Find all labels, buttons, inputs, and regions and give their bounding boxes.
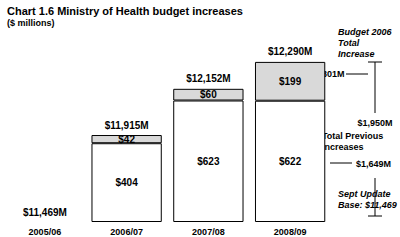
svg-text:$1,950M: $1,950M bbox=[357, 118, 392, 128]
svg-text:$404: $404 bbox=[116, 177, 139, 188]
svg-text:2008/09: 2008/09 bbox=[274, 227, 307, 237]
svg-text:$12,152M: $12,152M bbox=[186, 73, 230, 84]
svg-text:Total Previous: Total Previous bbox=[322, 131, 383, 141]
svg-text:Chart 1.6 Ministry of Health b: Chart 1.6 Ministry of Health budget incr… bbox=[7, 5, 243, 17]
svg-text:$301M: $301M bbox=[317, 68, 345, 79]
svg-text:$11,915M: $11,915M bbox=[105, 120, 149, 131]
svg-text:Budget 2006: Budget 2006 bbox=[338, 27, 393, 37]
svg-text:2007/08: 2007/08 bbox=[192, 227, 225, 237]
svg-text:Sept Update: Sept Update bbox=[338, 189, 391, 199]
svg-text:2006/07: 2006/07 bbox=[110, 227, 143, 237]
svg-text:($ millions): ($ millions) bbox=[7, 18, 55, 28]
svg-text:$11,469M: $11,469M bbox=[23, 207, 67, 218]
svg-text:Increases: Increases bbox=[322, 142, 364, 152]
svg-text:$622: $622 bbox=[279, 156, 302, 167]
svg-text:$199: $199 bbox=[279, 76, 302, 87]
svg-text:$1,649M: $1,649M bbox=[356, 159, 391, 169]
svg-text:2005/06: 2005/06 bbox=[29, 227, 62, 237]
svg-text:$12,290M: $12,290M bbox=[268, 46, 312, 57]
svg-text:Total: Total bbox=[338, 38, 360, 48]
svg-text:$42: $42 bbox=[118, 134, 135, 145]
svg-text:Increase: Increase bbox=[338, 49, 375, 59]
svg-text:Base: $11,469: Base: $11,469 bbox=[338, 200, 397, 210]
svg-text:$623: $623 bbox=[197, 156, 220, 167]
svg-text:$60: $60 bbox=[200, 89, 217, 100]
